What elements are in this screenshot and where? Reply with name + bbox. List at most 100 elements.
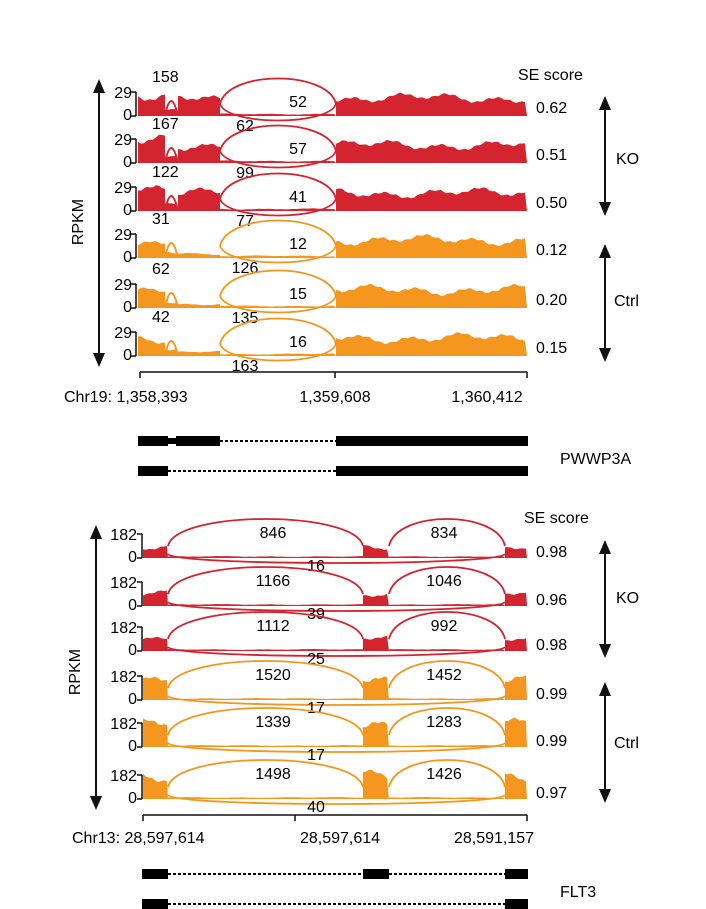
junction-arc: [167, 611, 364, 640]
se-score-value: 0.99: [536, 733, 567, 750]
y-min-label: 0: [128, 738, 137, 755]
junction-arc: [219, 150, 337, 169]
junction-count-label: 57: [289, 141, 307, 158]
skip-junction-count-label: 62: [236, 118, 254, 135]
y-max-label: 29: [114, 277, 132, 294]
coverage-area: [138, 234, 527, 258]
skip-junction-count-label: 17: [307, 700, 325, 717]
y-max-label: 29: [114, 180, 132, 197]
junction-arc: [167, 601, 506, 612]
junction-count-label: 41: [289, 189, 307, 206]
coverage-area: [143, 717, 527, 747]
junction-count-label: 1283: [426, 714, 462, 731]
arrow-up-icon: [599, 682, 611, 696]
junction-arc: [219, 198, 337, 217]
se-score-value: 0.96: [536, 592, 567, 609]
arrow-down-icon: [93, 353, 105, 367]
junction-count-label: 1166: [256, 573, 291, 590]
junction-count-label: 1426: [426, 766, 462, 783]
y-min-label: 0: [123, 107, 132, 124]
y-max-label: 182: [110, 575, 137, 592]
y-axis-label: RPKM: [70, 199, 87, 245]
se-score-value: 0.99: [536, 686, 567, 703]
junction-arc: [164, 340, 179, 357]
coverage-area: [143, 590, 527, 606]
junction-arc: [167, 566, 364, 595]
coverage-area: [138, 332, 527, 356]
junction-arc: [219, 245, 337, 264]
panel-pwwp3a: SE score RPKM 29 0 158 52 62 0.62 29 0 167 57 99 0.…: [64, 67, 639, 476]
junction-arc: [219, 77, 337, 105]
y-min-label: 0: [123, 154, 132, 171]
junction-arc: [167, 695, 506, 706]
se-score-value: 0.50: [536, 195, 567, 212]
arrow-up-icon: [599, 244, 611, 258]
skip-junction-count-label: 39: [307, 606, 325, 623]
y-max-label: 29: [114, 227, 132, 244]
junction-arc: [219, 317, 337, 345]
junction-count-label: 122: [152, 164, 179, 181]
junction-count-label: 52: [289, 94, 307, 111]
y-min-label: 0: [123, 202, 132, 219]
junction-count-label: 1112: [256, 618, 289, 635]
arrow-down-icon: [599, 202, 611, 216]
y-min-label: 0: [123, 299, 132, 316]
coverage-area: [138, 185, 527, 211]
y-max-label: 29: [114, 85, 132, 102]
y-min-label: 0: [123, 347, 132, 364]
junction-arc: [164, 147, 179, 164]
coverage-area: [143, 769, 527, 799]
coverage-track: 182 0 1166 1046 39 0.96: [110, 566, 567, 623]
coverage-track: 29 0 122 41 77 0.50: [114, 164, 567, 230]
junction-count-label: 62: [152, 261, 170, 278]
junction-count-label: 846: [260, 525, 287, 542]
se-score-value: 0.51: [536, 147, 567, 164]
y-axis-label: RPKM: [67, 649, 84, 695]
gene-name: FLT3: [560, 884, 596, 901]
coverage-track: 182 0 1339 1283 17 0.99: [110, 707, 567, 764]
se-score-value: 0.97: [536, 785, 567, 802]
arrow-down-icon: [599, 644, 611, 658]
coverage-area: [143, 675, 527, 700]
junction-count-label: 1452: [426, 667, 462, 684]
arrow-down-icon: [599, 348, 611, 362]
coverage-track: 29 0 62 15 135 0.20: [114, 261, 567, 327]
coordinate-label: 1,360,412: [451, 389, 522, 406]
ctrl-group-label: Ctrl: [614, 293, 639, 310]
skip-junction-count-label: 135: [232, 310, 259, 327]
se-score-value: 0.98: [536, 544, 567, 561]
junction-count-label: 992: [431, 618, 458, 635]
junction-arc: [167, 660, 364, 689]
junction-arc: [164, 100, 179, 117]
arrow-up-icon: [90, 525, 102, 539]
junction-arc: [219, 103, 337, 122]
junction-arc: [164, 242, 179, 259]
arrow-up-icon: [93, 79, 105, 93]
junction-count-label: 167: [152, 116, 179, 133]
ko-group-label: KO: [616, 151, 639, 168]
y-min-label: 0: [128, 642, 137, 659]
gene-name: PWWP3A: [560, 451, 631, 468]
coverage-track: 29 0 167 57 99 0.51: [114, 116, 567, 182]
gene-model: [142, 899, 528, 909]
junction-arc: [388, 518, 506, 547]
junction-count-label: 1498: [255, 766, 291, 783]
junction-arc: [167, 518, 364, 547]
y-max-label: 182: [110, 716, 137, 733]
y-min-label: 0: [123, 249, 132, 266]
junction-arc: [219, 343, 337, 362]
arrow-down-icon: [599, 789, 611, 803]
junction-count-label: 1520: [255, 667, 291, 684]
se-score-header: SE score: [524, 510, 589, 527]
ko-group-label: KO: [616, 590, 639, 607]
junction-arc: [167, 707, 364, 736]
junction-count-label: 16: [289, 334, 307, 351]
junction-count-label: 42: [152, 309, 170, 326]
junction-arc: [388, 707, 506, 736]
se-score-value: 0.12: [536, 242, 567, 259]
gene-model: [138, 466, 528, 476]
